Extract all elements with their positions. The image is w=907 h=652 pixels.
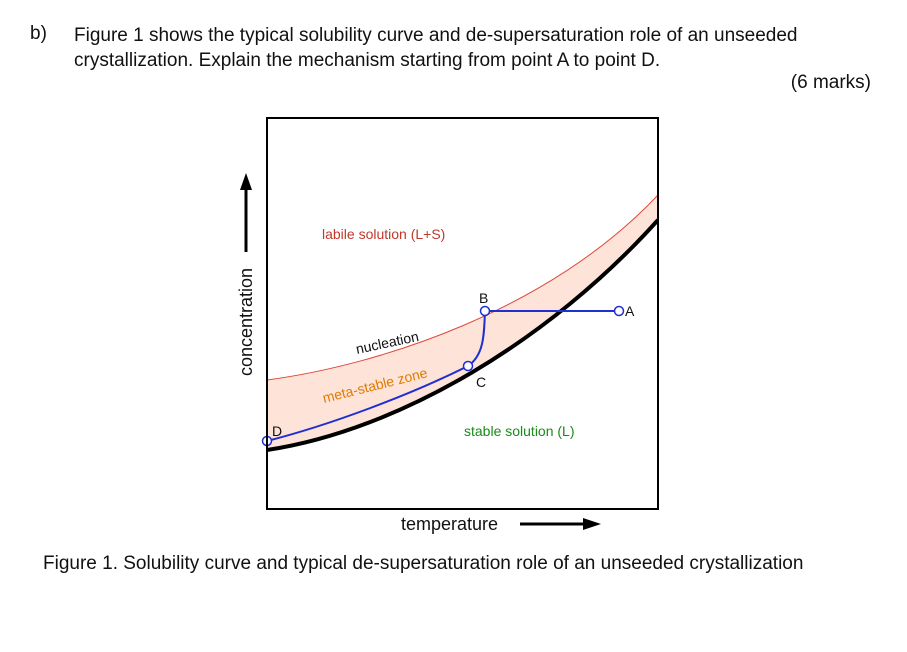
point-b-label: B (479, 290, 488, 306)
point-c-marker (462, 360, 474, 372)
question-text: Figure 1 shows the typical solubility cu… (74, 23, 874, 73)
point-c-label: C (476, 374, 486, 390)
nucleation-curve (267, 194, 658, 381)
x-axis-label: temperature (401, 514, 498, 534)
question-label: b) (30, 23, 47, 44)
x-axis-arrow-head (583, 518, 601, 530)
metastable-zone-fill (267, 195, 658, 450)
labile-region-label: labile solution (L+S) (322, 226, 445, 242)
y-axis-label: concentration (236, 268, 256, 376)
solubility-diagram: A B C D labile solution (L+S) stable sol… (236, 117, 659, 534)
question-line-1: Figure 1 shows the typical solubility cu… (74, 25, 798, 46)
solubility-curve (267, 218, 658, 452)
stable-region-label: stable solution (L) (464, 423, 575, 439)
solubility-figure: A B C D labile solution (L+S) stable sol… (220, 110, 680, 550)
question-marks: (6 marks) (790, 72, 871, 93)
figure-caption: Figure 1. Solubility curve and typical d… (43, 553, 804, 574)
point-a-label: A (625, 303, 635, 319)
question-line-2: crystallization. Explain the mechanism s… (74, 50, 661, 71)
plot-frame (266, 117, 659, 510)
y-axis-arrow-head (240, 173, 252, 190)
crystallization-path (266, 310, 619, 442)
point-d-label: D (272, 423, 282, 439)
point-b-marker (479, 305, 491, 317)
point-a-marker (613, 305, 625, 317)
